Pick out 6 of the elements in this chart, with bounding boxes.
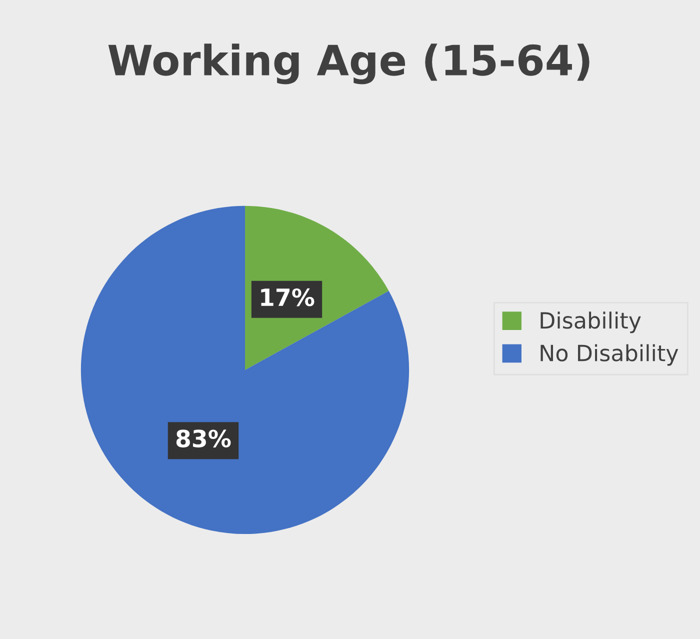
data-label: 83% xyxy=(176,430,231,448)
legend-label: Disability xyxy=(540,312,641,334)
chart-title: Working Age (15-64) xyxy=(108,44,590,84)
data-label: 17% xyxy=(261,288,314,306)
legend-label: No Disability xyxy=(540,344,678,366)
pie-slice xyxy=(80,206,410,534)
